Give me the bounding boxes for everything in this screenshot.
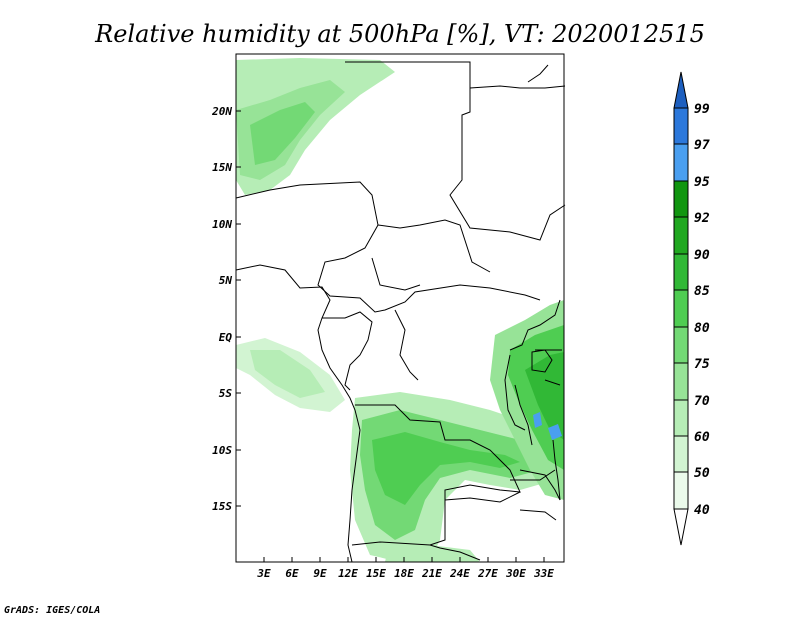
rh-region-lakes-peak [533, 412, 562, 440]
colorbar-swatch [673, 326, 689, 364]
colorbar-swatch [673, 435, 689, 473]
colorbar-swatch [673, 362, 689, 401]
map-panel [235, 53, 566, 563]
rh-region-south-inner [372, 432, 520, 505]
plot-title: Relative humidity at 500hPa [%], VT: 202… [94, 20, 705, 48]
southern-borders [429, 509, 557, 561]
lon-label: 15E [366, 567, 386, 580]
map-frame [235, 53, 565, 563]
colorbar-label: 90 [694, 248, 710, 263]
colorbar-label: 60 [694, 430, 710, 445]
colorbar-swatch [673, 143, 689, 182]
colorbar-swatch [673, 216, 689, 255]
drc-border [394, 309, 419, 381]
lake-victoria [531, 349, 553, 373]
west-coastline [235, 264, 361, 563]
colorbar-label: 70 [694, 394, 710, 409]
lon-label: 9E [313, 567, 327, 580]
lat-label: 20N [211, 105, 232, 118]
colorbar-swatch [673, 289, 689, 328]
rh-region-east-inner [525, 352, 564, 440]
angola-borders [351, 404, 521, 546]
lon-label: 3E [256, 567, 271, 580]
longitude-axis: 3E 6E 9E 12E 15E 18E 21E 24E 27E 30E 33E [256, 557, 554, 580]
rh-region-bottom [385, 540, 480, 562]
latitude-axis: 20N 15N 10N 5N EQ 5S 10S 15S [211, 105, 241, 513]
colorbar-label: 97 [694, 138, 710, 153]
chad-car-border [377, 219, 491, 273]
lon-label: 12E [338, 567, 358, 580]
colorbar-swatch [673, 107, 689, 145]
lat-label: EQ [219, 331, 233, 344]
country-borders [235, 61, 566, 563]
colorbar-bottom-arrow [673, 508, 689, 546]
lat-label: 15N [212, 161, 232, 174]
colorbar-swatch [673, 253, 689, 291]
east-borders [504, 299, 562, 501]
colorbar-label: 99 [694, 102, 710, 117]
ne-coastline [469, 64, 566, 89]
colorbar-top-arrow [673, 71, 689, 109]
lat-label: 15S [212, 500, 232, 513]
humidity-field [236, 58, 564, 562]
colorbar-swatch [673, 180, 689, 218]
colorbar-label: 85 [694, 284, 710, 299]
colorbar-swatch [673, 471, 689, 510]
lake-tanganyika [514, 384, 533, 446]
lat-label: 10S [212, 444, 232, 457]
lon-label: 30E [505, 567, 526, 580]
grads-credit: GrADS: IGES/COLA [4, 605, 100, 616]
lat-label: 5S [219, 387, 233, 400]
lon-label: 18E [394, 567, 414, 580]
colorbar [673, 71, 689, 546]
lon-label: 24E [449, 567, 470, 580]
central-borders [235, 181, 541, 313]
colorbar-label: 75 [694, 357, 710, 372]
colorbar-label: 80 [694, 321, 710, 336]
lon-label: 27E [477, 567, 498, 580]
gabon-congo-border [322, 311, 373, 391]
rh-region-nw-inner [250, 102, 315, 165]
lon-label: 33E [533, 567, 554, 580]
lat-label: 10N [212, 218, 232, 231]
car-south-border [371, 257, 421, 291]
rh-region-west-core [250, 350, 325, 398]
colorbar-label: 50 [694, 466, 710, 481]
zambia-border [444, 469, 556, 503]
lon-label: 6E [285, 567, 299, 580]
lat-label: 5N [219, 274, 233, 287]
colorbar-label: 40 [694, 503, 710, 518]
lake-malawi [552, 439, 561, 501]
colorbar-label: 92 [694, 211, 710, 226]
colorbar-swatch [673, 399, 689, 437]
colorbar-label: 95 [694, 175, 710, 190]
lon-label: 21E [421, 567, 442, 580]
sahara-borders [345, 61, 566, 241]
colorbar-labels: 99 97 95 92 90 85 80 75 70 60 50 40 [694, 102, 710, 518]
